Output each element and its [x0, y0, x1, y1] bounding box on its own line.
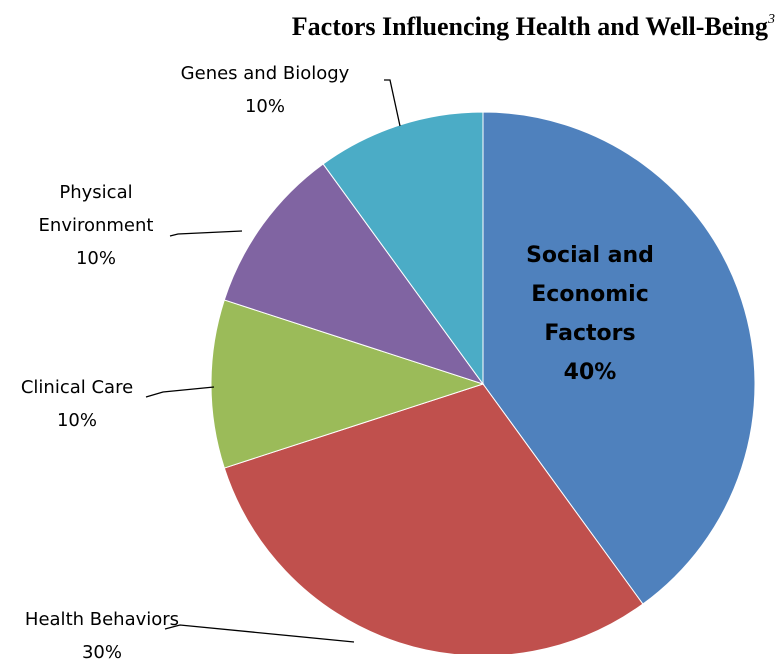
chart	[145, 79, 756, 654]
data-label: Health Behaviors 30%	[2, 603, 202, 669]
value-label: 10%	[244, 96, 285, 117]
leader-line	[384, 79, 401, 127]
data-label: Clinical Care 10%	[2, 371, 152, 437]
category-label: Health Behaviors	[24, 609, 180, 630]
leader-line	[164, 624, 355, 643]
pie-slice	[482, 111, 756, 605]
value-label: 10%	[75, 248, 116, 269]
pie-slice	[223, 163, 485, 385]
data-label: Genes and Biology 10%	[165, 57, 365, 123]
value-label: 10%	[56, 410, 97, 431]
category-label: Physical Environment	[38, 182, 154, 236]
leader-lines	[145, 79, 401, 643]
leader-line	[169, 230, 243, 237]
value-label: 30%	[81, 642, 122, 663]
title-text: Factors Influencing Health and Well-Bein…	[291, 12, 768, 41]
page: Factors Influencing Health and Well-Bein…	[2, 12, 775, 663]
chart-title: Factors Influencing Health and Well-Bein…	[292, 12, 775, 42]
category-label: Social and Economic Factors	[526, 243, 654, 346]
category-label: Genes and Biology	[180, 63, 350, 84]
pie-slice	[322, 111, 484, 386]
data-label: Social and Economic Factors 40%	[510, 236, 670, 392]
leader-line	[145, 386, 215, 398]
title-superscript: 3	[768, 12, 775, 27]
pie-slice	[210, 299, 485, 469]
data-label: Physical Environment 10%	[31, 176, 161, 275]
value-label: 40%	[563, 360, 617, 385]
category-label: Clinical Care	[20, 377, 134, 398]
pie-slice	[223, 383, 644, 654]
